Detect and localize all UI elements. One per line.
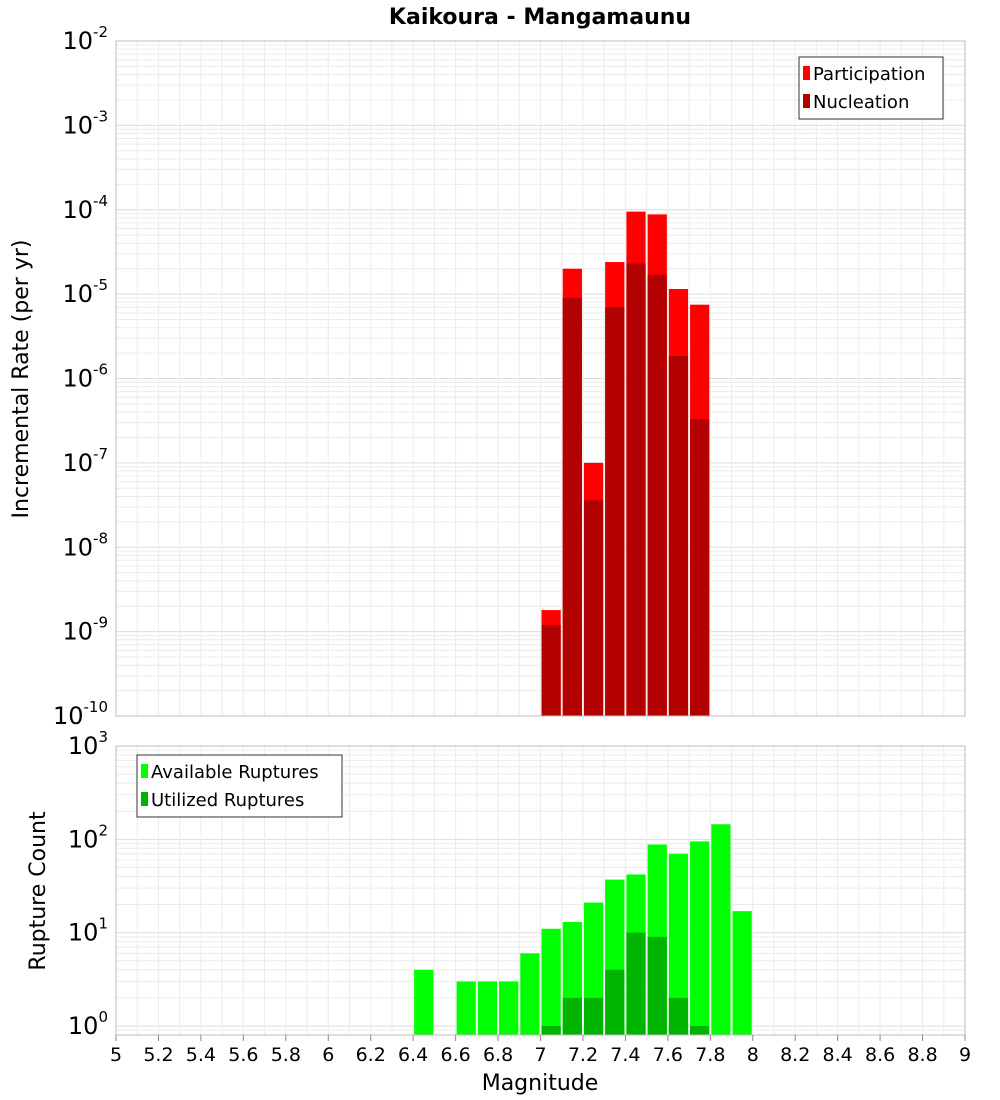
bar <box>499 981 519 1035</box>
bar <box>668 355 689 716</box>
chart-title: Kaikoura - Mangamaunu <box>389 5 691 30</box>
x-tick-label: 5 <box>110 1044 122 1066</box>
x-tick-label: 5.6 <box>228 1044 258 1066</box>
x-tick-label: 5.2 <box>143 1044 173 1066</box>
bar <box>690 841 710 1035</box>
legend-swatch <box>141 764 148 778</box>
legend-label: Available Ruptures <box>151 762 319 783</box>
x-tick-label: 8.6 <box>865 1044 895 1066</box>
x-axis-label: Magnitude <box>482 1071 599 1096</box>
legend-label: Utilized Ruptures <box>151 790 304 811</box>
y-tick-label: 10-4 <box>62 192 108 224</box>
series-utilized-ruptures <box>541 932 710 1035</box>
legend-label: Participation <box>813 64 925 85</box>
count-panel: 103 102 101 100 Available Ruptures Utilized R… <box>68 728 966 1040</box>
y-tick-label: 10-8 <box>62 529 108 561</box>
y-tick-label: 10-9 <box>62 614 108 646</box>
x-tick-label: 6 <box>322 1044 334 1066</box>
bar <box>626 263 646 716</box>
x-tick-label: 8 <box>747 1044 759 1066</box>
y-axis-label-count: Rupture Count <box>26 811 51 971</box>
y-tick-label: 10-5 <box>62 276 108 308</box>
legend-label: Nucleation <box>813 92 909 113</box>
bar <box>668 997 689 1035</box>
bar <box>605 969 625 1035</box>
x-tick-label: 7 <box>534 1044 546 1066</box>
bar <box>583 997 604 1035</box>
x-tick-label: 7.6 <box>653 1044 683 1066</box>
x-tick-label: 7.2 <box>568 1044 598 1066</box>
x-tick-label: 8.2 <box>780 1044 810 1066</box>
bar <box>668 853 689 1035</box>
x-tick-label: 8.8 <box>907 1044 937 1066</box>
bar <box>562 997 582 1035</box>
bar <box>626 932 646 1035</box>
x-tick-label: 5.4 <box>186 1044 216 1066</box>
bar <box>690 1025 710 1035</box>
bar <box>541 928 561 1035</box>
bar <box>541 1025 561 1035</box>
bar <box>541 624 561 716</box>
bar <box>456 981 476 1035</box>
y-tick-label: 10-6 <box>62 361 108 393</box>
legend-swatch <box>803 66 810 80</box>
x-tick-label: 7.8 <box>695 1044 725 1066</box>
x-tick-label: 5.8 <box>271 1044 301 1066</box>
y-axis-label-rate: Incremental Rate (per yr) <box>9 240 34 519</box>
series-nucleation <box>541 263 710 716</box>
x-tick-label: 7.4 <box>610 1044 640 1066</box>
plot-border <box>115 40 966 717</box>
bar <box>690 419 710 716</box>
bar <box>583 500 604 716</box>
x-tick-label: 6.4 <box>398 1044 428 1066</box>
y-tick-label: 10-3 <box>62 107 108 139</box>
legend: Participation Nucleation <box>798 56 944 120</box>
legend-box <box>798 56 944 120</box>
x-tick-label: 9 <box>959 1044 971 1066</box>
bar <box>605 307 625 716</box>
bar <box>562 297 582 716</box>
bar <box>647 936 667 1035</box>
bar <box>520 953 540 1035</box>
y-tick-label: 10-10 <box>53 698 108 730</box>
legend: Available Ruptures Utilized Ruptures <box>136 754 343 818</box>
y-tick-label: 10-7 <box>62 445 108 477</box>
y-tick-label: 10-2 <box>62 23 108 55</box>
bar <box>414 969 434 1035</box>
x-tick-label: 8.4 <box>823 1044 853 1066</box>
bar <box>477 981 498 1035</box>
grid <box>115 41 966 717</box>
y-tick-label: 101 <box>68 915 108 947</box>
bar <box>732 911 752 1035</box>
y-tick-label: 102 <box>68 821 108 853</box>
x-tick-label: 6.8 <box>483 1044 513 1066</box>
x-tick-label: 6.2 <box>356 1044 386 1066</box>
rate-panel: 10-2 10-3 10-4 10-5 10-6 10-7 10-8 10-9 10-10 Par… <box>53 23 966 730</box>
legend-swatch <box>803 94 810 108</box>
y-tick-label: 103 <box>68 728 108 760</box>
x-tick-label: 6.6 <box>440 1044 470 1066</box>
bar <box>647 274 667 716</box>
bar <box>711 824 731 1035</box>
legend-box <box>136 754 343 818</box>
y-tick-label: 100 <box>68 1008 108 1040</box>
legend-swatch <box>141 792 148 806</box>
x-axis: 5 5.2 5.4 5.6 5.8 6 6.2 6.4 6.6 6.8 7 7.2 7.4 7.6 7.8 8… <box>110 1035 971 1066</box>
